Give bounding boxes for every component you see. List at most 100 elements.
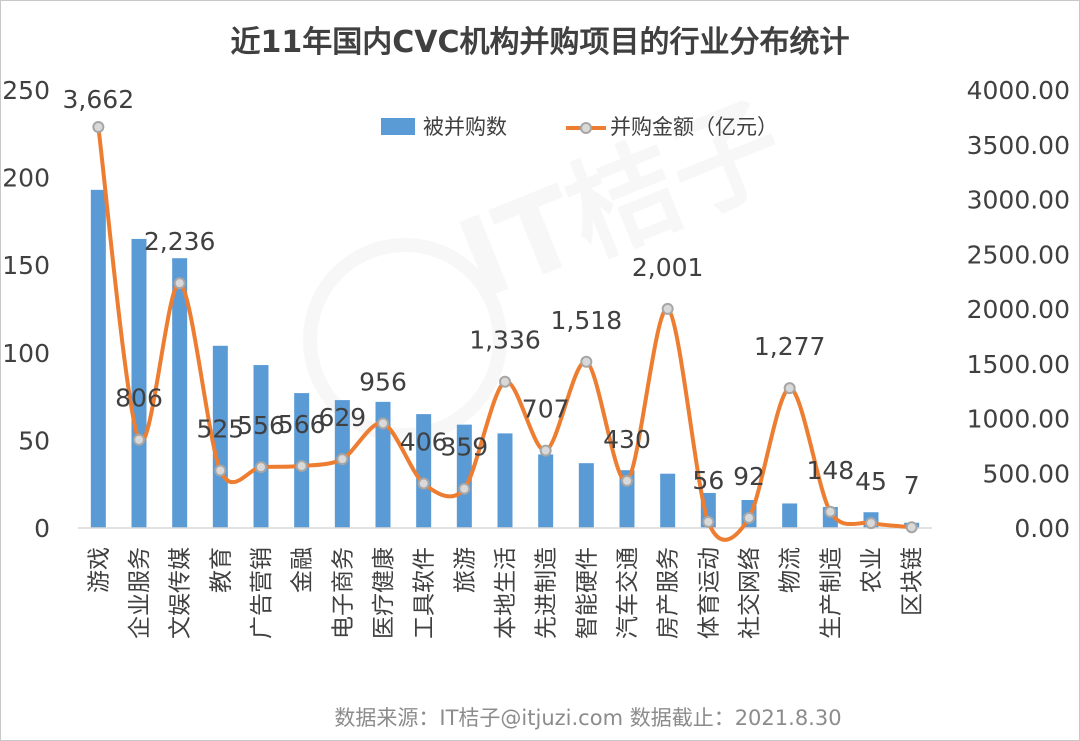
amount-label-7: 956: [359, 367, 407, 396]
right-tick-label: 3000.00: [967, 186, 1070, 215]
amount-marker-16: [743, 511, 755, 524]
bar-3: [212, 345, 228, 528]
category-label-15: 体育运动: [696, 547, 722, 639]
amount-marker-14: [661, 302, 674, 315]
source-note: 数据来源：IT桔子@itjuzi.com 数据截止：2021.8.30: [334, 706, 841, 730]
amount-marker-13: [621, 474, 633, 487]
bar-17: [782, 503, 798, 528]
amount-label-17: 1,277: [754, 332, 826, 361]
left-tick-label: 200: [2, 164, 50, 193]
category-label-3: 教育: [208, 547, 234, 593]
amount-label-8: 406: [400, 428, 448, 457]
category-label-12: 智能硬件: [574, 547, 600, 639]
category-labels: 游戏 企业服务 文娱传媒 教育 广告营销 金融 电子商务 医疗健康 工具软件 旅游 本地生活 先进制造…: [86, 547, 925, 639]
right-tick-label: 0.00: [1014, 514, 1070, 543]
category-label-7: 医疗健康: [371, 547, 397, 639]
amount-label-1: 806: [115, 384, 163, 413]
legend-label-amount: 并购金额（亿元）: [610, 115, 778, 139]
category-label-9: 旅游: [452, 547, 478, 593]
left-tick-label: 150: [2, 251, 50, 280]
amount-label-2: 2,236: [144, 227, 216, 256]
bar-9: [456, 424, 472, 528]
amount-label-18: 148: [806, 456, 854, 485]
amount-marker-15: [702, 515, 715, 528]
left-tick-label: 250: [2, 76, 50, 105]
amount-label-9: 359: [440, 433, 488, 462]
bar-12: [578, 463, 594, 528]
amount-marker-19: [865, 517, 877, 530]
amount-label-16: 92: [733, 462, 765, 491]
legend-marker-amount: [580, 122, 592, 134]
amount-label-0: 3,662: [63, 85, 135, 114]
bar-series: [90, 189, 920, 529]
amount-marker-8: [417, 477, 430, 490]
category-label-17: 物流: [778, 547, 804, 593]
right-tick-label: 1000.00: [967, 405, 1070, 434]
bar-0: [90, 189, 106, 528]
amount-marker-9: [458, 482, 471, 495]
amount-marker-0: [92, 121, 105, 134]
chart-title: 近11年国内CVC机构并购项目的行业分布统计: [231, 25, 850, 60]
amount-label-15: 56: [692, 466, 724, 495]
amount-label-13: 430: [603, 425, 651, 454]
amount-marker-12: [580, 355, 593, 368]
amount-marker-20: [905, 521, 918, 534]
category-label-8: 工具软件: [412, 547, 438, 639]
amount-label-14: 2,001: [632, 253, 704, 282]
left-tick-label: 100: [2, 339, 50, 368]
category-label-14: 房产服务: [656, 547, 682, 639]
category-label-16: 社交网络: [737, 547, 763, 639]
category-label-6: 电子商务: [330, 547, 356, 639]
category-label-2: 文娱传媒: [168, 547, 194, 639]
bar-11: [538, 454, 554, 528]
amount-marker-7: [377, 417, 389, 430]
amount-marker-3: [214, 464, 227, 477]
right-tick-label: 2500.00: [967, 240, 1070, 269]
category-label-11: 先进制造: [534, 547, 560, 639]
right-tick-label: 4000.00: [967, 76, 1070, 105]
amount-label-4: 556: [237, 411, 285, 440]
amount-label-11: 707: [522, 395, 570, 424]
amount-marker-18: [824, 505, 837, 518]
category-label-10: 本地生活: [493, 547, 519, 639]
amount-label-20: 7: [904, 471, 920, 500]
amount-marker-11: [539, 444, 552, 457]
bar-8: [416, 414, 432, 528]
amount-series-markers: [92, 121, 918, 534]
category-label-5: 金融: [290, 547, 316, 593]
amount-label-5: 566: [278, 410, 326, 439]
amount-series-line: [96, 125, 914, 542]
legend-label-bars: 被并购数: [423, 115, 507, 139]
amount-label-6: 629: [318, 403, 366, 432]
amount-label-3: 525: [196, 415, 244, 444]
amount-marker-2: [173, 277, 186, 290]
category-label-19: 农业: [859, 547, 885, 593]
left-axis-ticks: 0 50 100 150 200 250: [2, 76, 50, 543]
right-tick-label: 500.00: [983, 459, 1070, 488]
left-tick-label: 50: [18, 426, 50, 455]
amount-label-10: 1,336: [469, 326, 541, 355]
bar-14: [660, 473, 676, 528]
legend: 被并购数 并购金额（亿元）: [381, 115, 778, 139]
bar-7: [375, 401, 391, 528]
bar-4: [253, 365, 269, 528]
bar-10: [497, 433, 513, 528]
amount-marker-1: [133, 433, 145, 446]
legend-swatch-bars: [381, 118, 415, 135]
amount-marker-6: [336, 453, 349, 466]
category-label-20: 区块链: [900, 547, 926, 616]
amount-marker-5: [295, 460, 308, 473]
right-axis-ticks: 0.00 500.00 1000.00 1500.00 2000.00 2500.00 30…: [967, 76, 1070, 543]
amount-label-12: 1,518: [551, 306, 623, 335]
category-label-1: 企业服务: [127, 547, 153, 639]
bar-2: [172, 258, 188, 528]
amount-marker-4: [255, 461, 267, 474]
amount-marker-10: [499, 375, 511, 388]
category-label-18: 生产制造: [818, 547, 844, 639]
left-tick-label: 0: [34, 514, 50, 543]
amount-label-19: 45: [855, 467, 887, 496]
category-label-4: 广告营销: [249, 547, 275, 639]
category-label-13: 汽车交通: [615, 547, 641, 639]
